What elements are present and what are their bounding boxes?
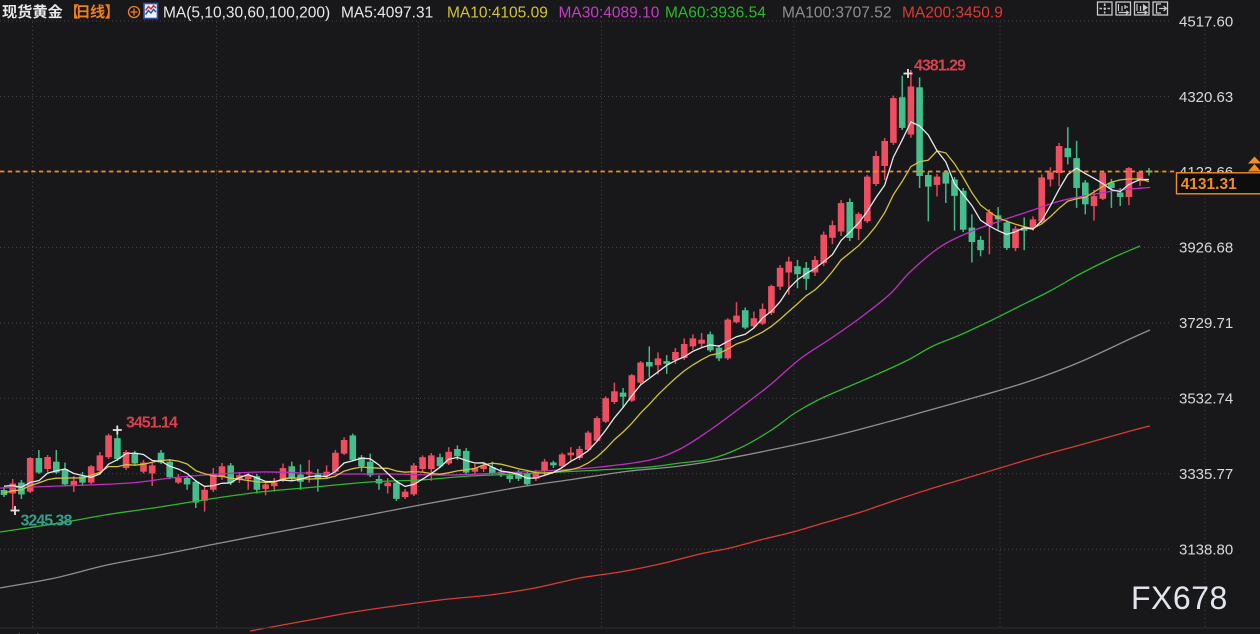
svg-text:MA30:4089.10: MA30:4089.10: [559, 5, 660, 22]
svg-text:MA10:4105.09: MA10:4105.09: [447, 5, 548, 22]
svg-text:11/07/26 13:21 5473 84.39: 11/07/26 13:21 5473 84.39: [2, 632, 162, 634]
svg-text:MA60:3936.54: MA60:3936.54: [665, 5, 766, 22]
svg-text:4381.29: 4381.29: [914, 58, 966, 75]
svg-text:4131.31: 4131.31: [1181, 176, 1237, 193]
svg-text:MA5:4097.31: MA5:4097.31: [341, 5, 433, 22]
svg-text:MA100:3707.52: MA100:3707.52: [782, 5, 891, 22]
svg-text:3335.77: 3335.77: [1179, 466, 1233, 483]
svg-text:3926.68: 3926.68: [1179, 240, 1233, 257]
svg-text:3729.71: 3729.71: [1179, 315, 1233, 332]
svg-text:3245.38: 3245.38: [21, 513, 73, 530]
svg-text:3451.14: 3451.14: [126, 415, 178, 432]
svg-text:MA200:3450.9: MA200:3450.9: [902, 5, 1003, 22]
svg-text:DIF:86.74: DIF:86.74: [237, 632, 297, 634]
svg-text:4320.63: 4320.63: [1179, 89, 1233, 106]
svg-text:4517.60: 4517.60: [1179, 13, 1233, 30]
svg-text:FX678: FX678: [1131, 580, 1228, 616]
svg-text:DEA:44.95 M:0.77: DEA:44.95 M:0.77: [315, 632, 425, 634]
svg-text:3532.74: 3532.74: [1179, 391, 1233, 408]
svg-text:3138.80: 3138.80: [1179, 542, 1233, 559]
svg-text:MA(5,10,30,60,100,200): MA(5,10,30,60,100,200): [163, 5, 330, 22]
